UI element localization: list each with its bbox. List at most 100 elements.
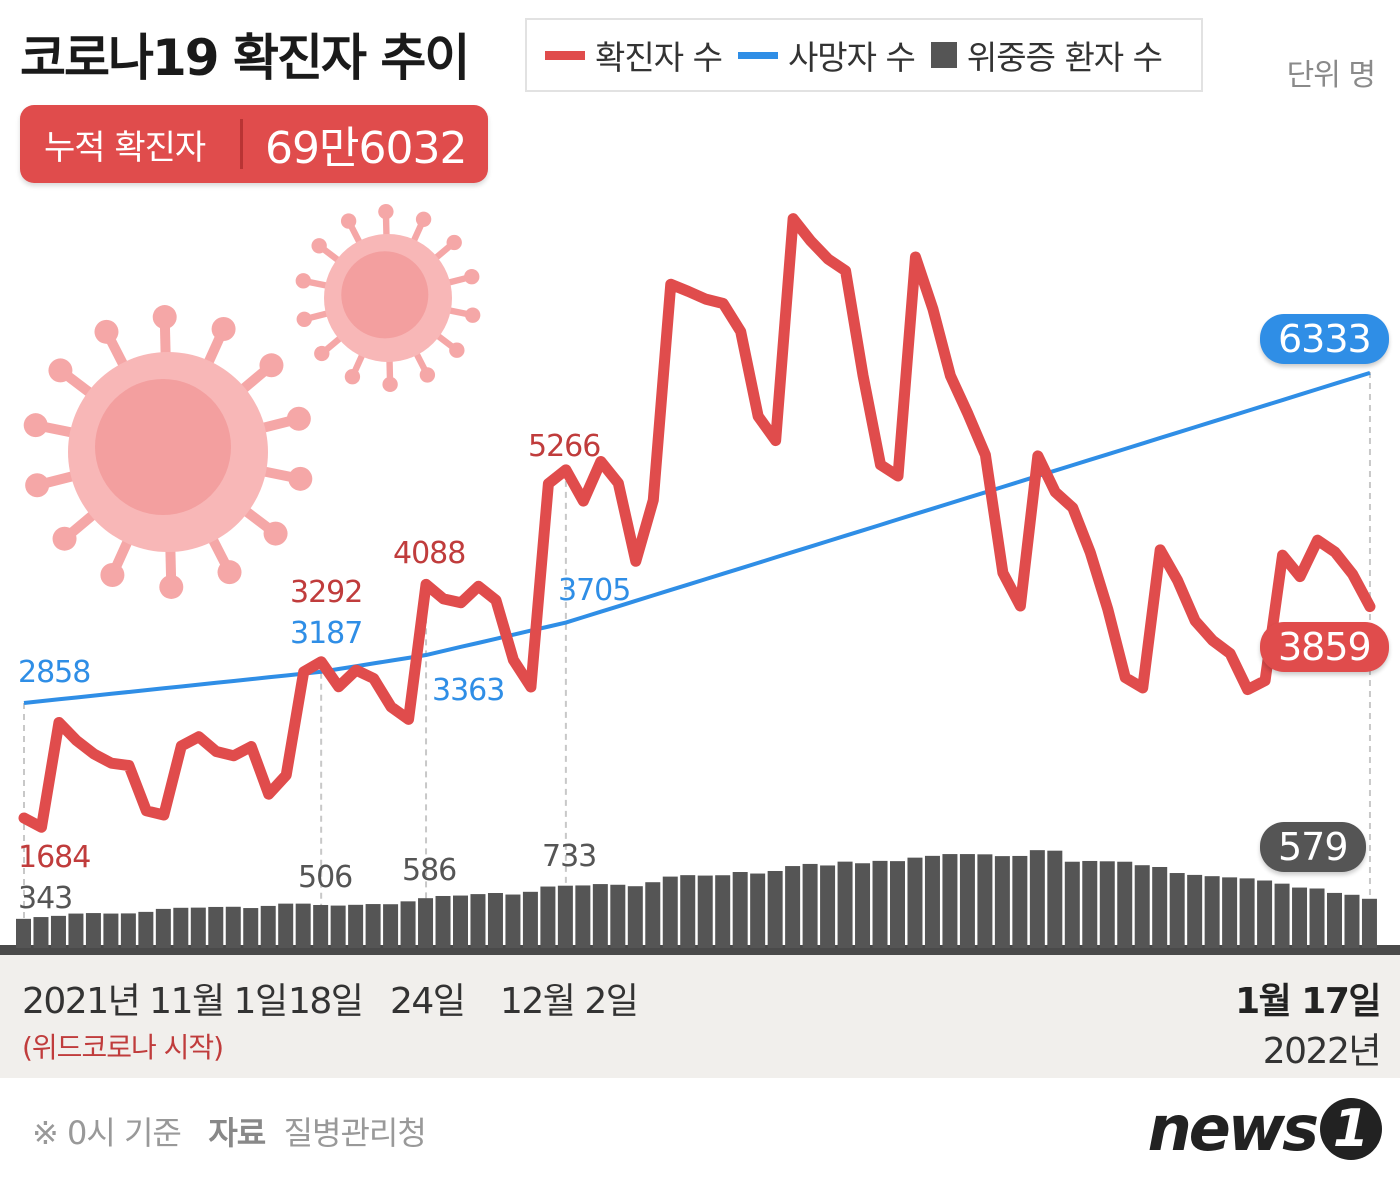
severe-bar (1029, 850, 1045, 948)
severe-bar (1064, 861, 1080, 948)
severe-bar (1152, 866, 1168, 948)
label-severe-nov18: 506 (298, 860, 352, 895)
legend-label: 위중증 환자 수 (966, 38, 1163, 77)
logo-text: news (1147, 1092, 1319, 1165)
page-title: 코로나19 확진자 추이 (20, 29, 470, 87)
severe-bar (1361, 898, 1377, 948)
unit-label: 단위 명 (1286, 58, 1376, 93)
severe-bar (50, 915, 66, 948)
label-deaths-jan17: 6333 (1260, 314, 1389, 364)
severe-bar (1222, 877, 1238, 948)
severe-bar (715, 875, 731, 948)
footer-note: ※ 0시 기준 자료 질병관리청 (32, 1108, 427, 1154)
blue-line-swatch-icon (737, 51, 778, 59)
label-confirmed-nov1: 1684 (18, 840, 90, 875)
severe-bar (1047, 850, 1063, 948)
label-deaths-dec2: 3705 (558, 573, 630, 608)
severe-bar (138, 911, 154, 948)
severe-bar (1327, 892, 1342, 948)
severe-bar (837, 861, 853, 948)
cumulative-badge: 누적 확진자 69만6032 (20, 105, 488, 183)
cumulative-label: 누적 확진자 (44, 127, 206, 168)
severe-bar (890, 861, 905, 948)
severe-bar (1257, 880, 1273, 948)
severe-bar (1187, 874, 1203, 948)
severe-bar (225, 906, 241, 948)
logo-number: 1 (1320, 1097, 1382, 1160)
red-line-swatch-icon (545, 50, 585, 60)
severe-bar (592, 884, 608, 948)
legend-label: 사망자 수 (787, 38, 916, 77)
divider (240, 119, 243, 169)
label-deaths-nov24: 3363 (432, 673, 504, 708)
severe-bar (1117, 861, 1133, 948)
severe-bar (924, 855, 940, 948)
severe-bar (855, 863, 871, 948)
label-confirmed-dec2: 5266 (528, 429, 600, 464)
label-severe-nov1: 343 (18, 881, 72, 916)
severe-bar (1099, 861, 1115, 948)
severe-bar (348, 904, 364, 948)
severe-bar (173, 907, 189, 948)
severe-bar (645, 882, 661, 948)
severe-bar (750, 873, 766, 948)
label-severe-jan17: 579 (1260, 822, 1366, 872)
source: 질병관리청 (283, 1114, 427, 1152)
baseline (0, 945, 1400, 955)
label-confirmed-jan17: 3859 (1260, 622, 1389, 672)
severe-bar (453, 895, 468, 948)
x-label-nov24: 24일 (390, 981, 466, 1022)
x-label-nov18: 18일 (288, 981, 364, 1022)
severe-bar (383, 904, 399, 948)
x-label-start-note: (위드코로나 시작) (22, 1031, 224, 1064)
severe-bar (190, 907, 206, 948)
severe-bar (470, 894, 486, 948)
severe-bar (1274, 883, 1290, 948)
severe-bar (907, 857, 923, 948)
x-label-end-year: 2022년 (1262, 1031, 1382, 1072)
cumulative-value: 69만6032 (265, 123, 467, 174)
severe-bar (627, 886, 643, 948)
severe-bar (313, 904, 329, 948)
basis-note: ※ 0시 기준 (32, 1114, 182, 1152)
severe-bar (977, 854, 993, 948)
severe-bar (732, 872, 748, 948)
severe-bar (1204, 876, 1220, 948)
severe-bar (400, 901, 416, 948)
severe-bar (557, 885, 573, 948)
severe-bar (540, 886, 556, 948)
severe-bar (1012, 855, 1028, 948)
x-label-start: 2021년 11월 1일 (22, 981, 288, 1022)
severe-bar (680, 875, 696, 948)
news1-logo: news 1 (1148, 1092, 1382, 1165)
severe-bar (1239, 878, 1255, 948)
legend: 확진자 수 사망자 수 위중증 환자 수 (525, 18, 1203, 92)
label-severe-nov24: 586 (402, 853, 456, 888)
legend-item-severe: 위중증 환자 수 (930, 31, 1163, 79)
severe-bar (959, 854, 975, 948)
severe-bar (1082, 860, 1098, 948)
legend-label: 확진자 수 (595, 38, 723, 77)
label-deaths-nov18: 3187 (290, 616, 362, 651)
virus-icon (295, 203, 481, 393)
severe-bar (16, 918, 31, 948)
severe-bar (942, 854, 958, 948)
severe-bar (418, 898, 434, 948)
severe-bar (103, 913, 119, 948)
legend-item-confirmed: 확진자 수 (545, 31, 723, 79)
severe-bar (767, 870, 783, 948)
grey-box-swatch-icon (930, 42, 957, 68)
label-confirmed-nov24: 4088 (393, 536, 465, 571)
severe-bar (435, 895, 451, 948)
severe-bar (155, 908, 171, 948)
severe-bar (487, 893, 503, 948)
severe-bar (1134, 865, 1150, 948)
severe-bar (68, 913, 84, 948)
severe-bar (260, 905, 276, 948)
severe-bar (278, 903, 294, 948)
severe-bar (820, 865, 836, 948)
severe-bar (785, 866, 801, 948)
severe-bar (1292, 887, 1308, 948)
severe-bar (33, 917, 49, 948)
